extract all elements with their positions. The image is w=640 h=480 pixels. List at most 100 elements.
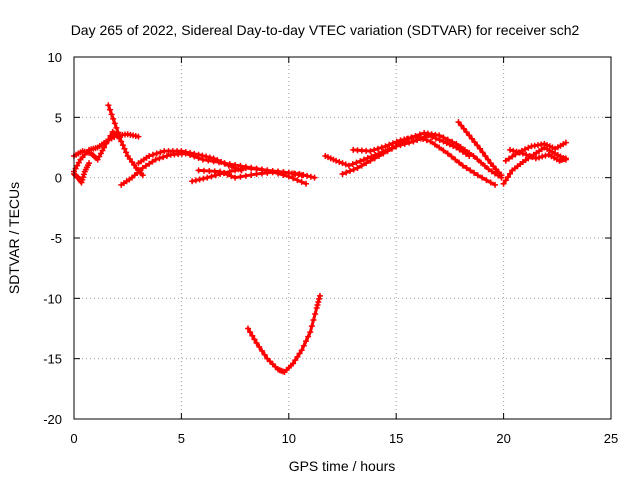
data-point — [199, 152, 206, 159]
data-point — [542, 152, 549, 159]
data-point — [149, 158, 156, 165]
data-point — [440, 147, 447, 154]
series-track-j — [322, 132, 473, 169]
data-point — [358, 162, 365, 169]
data-point — [492, 181, 499, 188]
data-point — [261, 351, 268, 358]
data-point — [251, 336, 258, 343]
data-point — [532, 155, 539, 162]
y-tick-label: 5 — [55, 110, 62, 125]
data-point — [156, 155, 163, 162]
data-point — [378, 144, 385, 151]
data-point — [466, 132, 473, 139]
data-point — [479, 174, 486, 181]
data-point — [200, 175, 207, 182]
data-point — [458, 122, 465, 129]
data-point — [502, 157, 509, 164]
data-point — [126, 155, 133, 162]
data-point — [349, 161, 356, 168]
data-point — [206, 154, 213, 161]
data-point — [146, 160, 153, 167]
data-point — [483, 177, 490, 184]
data-point — [258, 347, 265, 354]
data-point — [459, 162, 466, 169]
data-point — [444, 136, 451, 143]
data-point — [485, 156, 492, 163]
data-point — [468, 135, 475, 142]
data-point — [416, 134, 423, 141]
data-point — [228, 163, 235, 170]
axis-ticks: 0 5 10 15 20 25 -20 -15 -10 -5 0 5 10 — [43, 50, 618, 446]
data-point — [493, 166, 500, 173]
data-point — [392, 143, 399, 150]
data-point — [490, 163, 497, 170]
data-point — [333, 157, 340, 164]
data-point — [516, 149, 523, 156]
data-point — [285, 169, 292, 176]
data-point — [307, 173, 314, 180]
series-line — [106, 103, 145, 177]
data-point — [110, 115, 117, 122]
data-point — [389, 140, 396, 147]
data-point — [237, 173, 244, 180]
data-point — [192, 177, 199, 184]
data-point — [224, 171, 231, 178]
data-point — [485, 166, 492, 173]
x-tick-label: 10 — [282, 431, 296, 446]
data-point — [111, 120, 118, 127]
data-point — [354, 165, 361, 172]
data-point — [312, 311, 319, 318]
data-point — [107, 132, 114, 139]
data-point — [249, 332, 256, 339]
data-point — [244, 325, 251, 332]
data-point — [269, 169, 276, 176]
data-point — [204, 174, 211, 181]
data-point — [408, 134, 415, 141]
data-point — [280, 169, 287, 176]
data-point — [460, 125, 467, 132]
data-point — [163, 152, 170, 159]
data-point — [525, 144, 532, 151]
data-point — [453, 140, 460, 147]
data-point — [471, 169, 478, 176]
data-point — [220, 170, 227, 177]
data-point — [200, 167, 207, 174]
data-point — [307, 329, 314, 336]
data-point — [519, 150, 526, 157]
grid — [74, 57, 611, 419]
data-point — [386, 141, 393, 148]
data-point — [101, 144, 108, 151]
data-point — [505, 155, 512, 162]
data-point — [208, 173, 215, 180]
data-point — [203, 153, 210, 160]
data-point — [504, 174, 511, 181]
chart-title: Day 265 of 2022, Sidereal Day-to-day VTE… — [71, 22, 580, 38]
data-point — [339, 160, 346, 167]
series-line — [246, 294, 322, 374]
data-point — [345, 162, 352, 169]
series-track-h — [195, 167, 318, 181]
data-point — [302, 338, 309, 345]
data-point — [461, 146, 468, 153]
data-point — [444, 150, 451, 157]
data-point — [382, 143, 389, 150]
data-point — [463, 129, 470, 136]
y-tick-label: -20 — [43, 412, 62, 427]
data-point — [357, 158, 364, 165]
y-tick-label: -15 — [43, 352, 62, 367]
data-point — [487, 160, 494, 167]
x-axis-label: GPS time / hours — [289, 458, 396, 474]
data-point — [214, 157, 221, 164]
series-track-i — [244, 292, 323, 375]
data-point — [119, 142, 126, 149]
data-point — [350, 166, 357, 173]
data-point — [471, 139, 478, 146]
data-point — [513, 148, 520, 155]
data-point — [310, 317, 317, 324]
data-point — [492, 170, 499, 177]
data-point — [195, 151, 202, 158]
data-point — [467, 167, 474, 174]
data-point — [152, 156, 159, 163]
data-point — [410, 138, 417, 145]
